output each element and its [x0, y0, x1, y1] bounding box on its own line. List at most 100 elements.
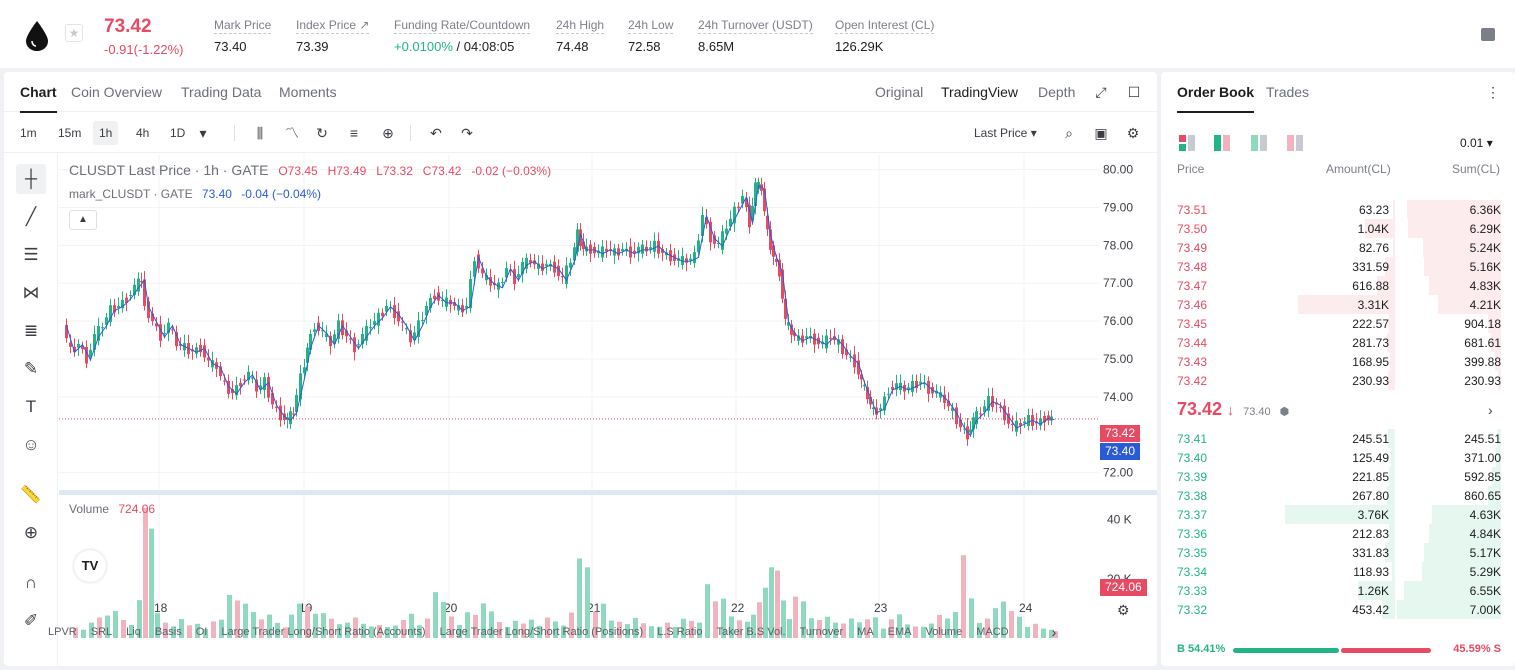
window-icon[interactable]: ☐ — [1127, 84, 1141, 100]
horizontal-lines-icon[interactable]: ☰ — [23, 245, 39, 264]
indicator-13[interactable]: MACD — [976, 626, 1009, 638]
bid-row[interactable]: 73.40 125.49 371.00 — [1161, 448, 1515, 467]
stat-index-price[interactable]: Index Price ↗ 73.39 — [296, 18, 370, 54]
book-mode-buy-icon[interactable] — [1214, 135, 1230, 151]
bid-row[interactable]: 73.37 3.76K 4.63K — [1161, 505, 1515, 524]
tab-trades[interactable]: Trades — [1266, 84, 1310, 100]
bid-row[interactable]: 73.33 1.26K 6.55K — [1161, 581, 1515, 600]
volume-bar — [737, 620, 742, 638]
text-tool-icon[interactable]: T — [25, 397, 37, 416]
indicator-8[interactable]: Taker B.S Vol. — [716, 626, 786, 638]
price-source-select[interactable]: Last Price ▾ — [974, 126, 1037, 140]
crosshair-icon[interactable]: ┼ — [16, 164, 46, 194]
ask-row[interactable]: 73.48 331.59 5.16K — [1161, 257, 1515, 276]
templates-icon[interactable]: ≡ — [349, 125, 359, 141]
favorite-star-icon[interactable]: ★ — [65, 24, 83, 42]
fib-icon[interactable]: ≣ — [23, 321, 39, 340]
book-icon[interactable] — [1481, 28, 1495, 41]
more-icon[interactable]: ⋮ — [1486, 84, 1500, 100]
bid-row[interactable]: 73.39 221.85 592.85 — [1161, 467, 1515, 486]
search-icon[interactable]: ⌕ — [1065, 125, 1073, 141]
tradingview-logo[interactable]: TV — [74, 550, 106, 582]
redo-icon[interactable]: ↷ — [461, 125, 473, 141]
timeframe-4h[interactable]: 4h — [136, 126, 150, 140]
indicator-12[interactable]: Volume — [925, 626, 963, 638]
indicator-6[interactable]: Large Trader Long/Short Ratio (Positions… — [439, 626, 644, 638]
magnet-icon[interactable]: ∩ — [24, 573, 38, 592]
volume-bar — [713, 601, 718, 638]
book-mode-sell-icon[interactable] — [1287, 135, 1303, 151]
gear-icon[interactable]: ⚙ — [1126, 125, 1140, 141]
ask-row[interactable]: 73.49 82.76 5.24K — [1161, 238, 1515, 257]
pattern-icon[interactable]: ⋈ — [22, 283, 40, 302]
indicator-4[interactable]: OI — [195, 626, 208, 638]
tab-order-book[interactable]: Order Book — [1177, 84, 1255, 113]
brush-icon[interactable]: ✎ — [23, 359, 39, 378]
trend-line-icon[interactable]: ╱ — [25, 207, 37, 226]
bid-row[interactable]: 73.32 453.42 7.00K — [1161, 600, 1515, 619]
depth-bar — [1406, 200, 1501, 219]
row-amount: 453.42 — [1352, 603, 1389, 617]
price-tick-label: 79.00 — [1103, 200, 1133, 214]
chevron-right-icon[interactable]: › — [1488, 402, 1493, 418]
book-mode-both-icon[interactable] — [1179, 135, 1195, 151]
tab-trading-data[interactable]: Trading Data — [181, 84, 262, 100]
candle-body — [397, 311, 400, 322]
expand-icon[interactable]: ⤢ — [1095, 84, 1107, 100]
timeframe-15m[interactable]: 15m — [58, 126, 82, 140]
ask-row[interactable]: 73.43 168.95 399.88 — [1161, 352, 1515, 371]
view-depth[interactable]: Depth — [1038, 84, 1076, 100]
indicator-11[interactable]: EMA — [887, 626, 912, 638]
candle-body — [259, 385, 262, 390]
camera-icon[interactable]: ▣ — [1094, 125, 1108, 141]
bid-row[interactable]: 73.34 118.93 5.29K — [1161, 562, 1515, 581]
timeframe-1m[interactable]: 1m — [20, 126, 37, 140]
indicator-3[interactable]: Basis — [154, 626, 182, 638]
ask-row[interactable]: 73.45 222.57 904.18 — [1161, 314, 1515, 333]
indicator-1[interactable]: SRL — [90, 626, 113, 638]
zoom-in-icon[interactable]: ⊕ — [23, 523, 39, 542]
indicator-9[interactable]: Turnover — [799, 626, 844, 638]
tab-moments[interactable]: Moments — [279, 84, 337, 100]
bid-row[interactable]: 73.35 331.83 5.17K — [1161, 543, 1515, 562]
axis-settings-icon[interactable]: ⚙ — [1117, 602, 1130, 618]
ruler-icon[interactable]: 📏 — [20, 485, 42, 504]
tab-coin-overview[interactable]: Coin Overview — [71, 84, 163, 100]
indicator-2[interactable]: Liq — [126, 626, 141, 638]
ask-row[interactable]: 73.51 63.23 6.36K — [1161, 200, 1515, 219]
undo-icon[interactable]: ↶ — [430, 125, 442, 141]
chevron-down-icon[interactable]: ▾ — [199, 125, 207, 141]
book-mode-green-icon[interactable] — [1251, 135, 1267, 151]
ask-row[interactable]: 73.50 1.04K 6.29K — [1161, 219, 1515, 238]
indicator-7[interactable]: L.S Ratio — [657, 626, 703, 638]
collapse-legend-button[interactable]: ▲ — [69, 210, 97, 230]
timeframe-1d[interactable]: 1D — [170, 126, 186, 140]
row-price: 73.37 — [1177, 508, 1208, 522]
chevron-right-icon[interactable]: › — [1051, 624, 1057, 640]
volume-legend: Volume 724.06 — [69, 502, 155, 516]
bid-row[interactable]: 73.41 245.51 245.51 — [1161, 429, 1515, 448]
timeframe-1h[interactable]: 1h — [93, 121, 119, 145]
precision-select[interactable]: 0.01 ▾ — [1460, 136, 1493, 150]
tab-chart[interactable]: Chart — [20, 84, 57, 113]
bid-row[interactable]: 73.38 267.80 860.65 — [1161, 486, 1515, 505]
ask-row[interactable]: 73.44 281.73 681.61 — [1161, 333, 1515, 352]
view-original[interactable]: Original — [875, 84, 924, 100]
ask-row[interactable]: 73.47 616.88 4.83K — [1161, 276, 1515, 295]
ask-row[interactable]: 73.42 230.93 230.93 — [1161, 371, 1515, 390]
alert-add-icon[interactable]: ⊕ — [382, 125, 394, 141]
indicator-10[interactable]: MA — [857, 626, 874, 638]
candle-body — [93, 333, 96, 350]
bid-row[interactable]: 73.36 212.83 4.84K — [1161, 524, 1515, 543]
candles-icon[interactable]: ⫼ — [256, 125, 264, 141]
indicator-0[interactable]: LPVR — [48, 626, 77, 638]
replay-icon[interactable]: ↻ — [316, 125, 328, 141]
ask-row[interactable]: 73.46 3.31K 4.21K — [1161, 295, 1515, 314]
view-tradingview[interactable]: TradingView — [941, 84, 1019, 100]
price-chart[interactable]: 80.00 79.00 78.00 77.00 76.00 75.00 74.00 72.00… — [59, 154, 1157, 666]
indicator-5[interactable]: Large Trader Long/Short Ratio (Accounts) — [221, 626, 426, 638]
emoji-icon[interactable]: ☺ — [22, 435, 40, 454]
volume-bar — [417, 625, 422, 638]
pencil-lock-icon[interactable]: ✐ — [23, 611, 39, 630]
indicators-icon[interactable]: 〽 — [285, 125, 299, 141]
